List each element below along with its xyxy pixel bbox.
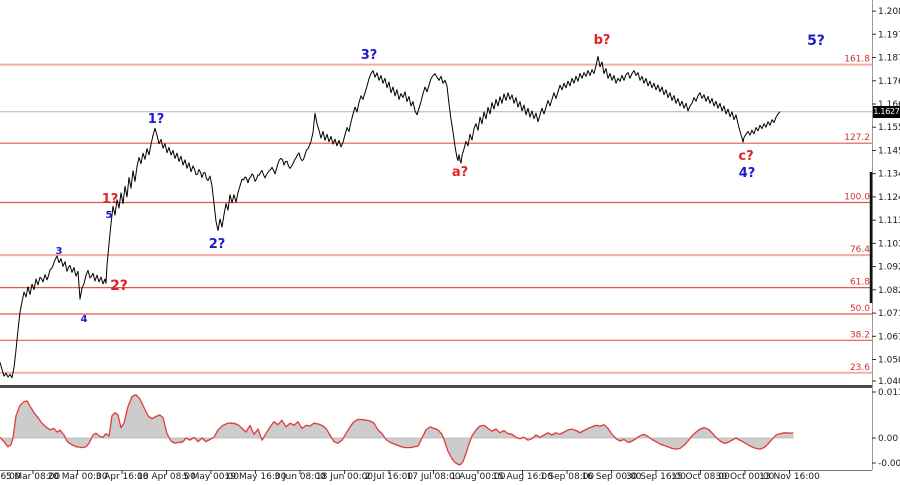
time-axis-label: 2 Jul 16:00 — [365, 472, 414, 482]
price-axis-label: 1.1557 — [878, 123, 900, 133]
price-axis-label: 1.1137 — [878, 216, 900, 226]
fib-label-61.8: 61.8 — [850, 278, 870, 288]
axis-labels: 1.2082 1.1977 1.1872 1.1767 1.1662 1.1557 1.14… — [1, 7, 900, 482]
panel-separator — [0, 385, 872, 388]
time-axis-label: 1 Aug 00:00 — [451, 472, 506, 482]
wave-label-2q-red[interactable]: 2? — [110, 278, 128, 294]
price-axis-label: 1.1032 — [878, 239, 900, 249]
price-axis-label: 1.1977 — [878, 30, 900, 40]
price-axis-label: 1.2082 — [878, 7, 900, 17]
wave-annotations[interactable]: 1? 3? 5? 2? 4? b? a? c? 1? 2? 5 3 4 — [56, 33, 825, 325]
wave-label-5-blue[interactable]: 5 — [106, 210, 113, 221]
wave-label-4q-blue[interactable]: 4? — [739, 166, 756, 181]
fib-label-23.6: 23.6 — [850, 363, 870, 373]
price-axis-label: 1.1767 — [878, 77, 900, 87]
wave-label-2q-blue[interactable]: 2? — [209, 237, 226, 252]
wave-label-1q-red[interactable]: 1? — [102, 192, 119, 207]
time-axis-label: 30 Sep 16:00 — [626, 472, 686, 482]
price-pane[interactable] — [0, 55, 872, 379]
price-axis-label: 1.0612 — [878, 332, 900, 342]
wave-label-bq-red[interactable]: b? — [594, 33, 611, 48]
wave-label-1q-blue[interactable]: 1? — [148, 112, 165, 127]
time-axis-label: 20 Mar 00:00 — [47, 472, 107, 482]
fib-label-161.8: 161.8 — [844, 55, 870, 65]
price-axis-label: 1.1452 — [878, 147, 900, 157]
time-axis-label: 30 Oct 00:00 — [716, 472, 775, 482]
price-axis-label: 1.0507 — [878, 356, 900, 366]
time-axis-label: 15 Aug 16:00 — [492, 472, 553, 482]
fibonacci-levels[interactable] — [0, 63, 872, 374]
fib-label-76.4: 76.4 — [850, 245, 870, 255]
current-price-tag: 1.1627 — [873, 106, 900, 118]
price-line — [0, 55, 781, 379]
price-axis-label: 1.1347 — [878, 170, 900, 180]
time-axis-label: 18 Apr 08:00 — [137, 472, 196, 482]
oscillator-histogram — [0, 394, 794, 466]
time-axis-label: 17 Jul 08:00 — [407, 472, 461, 482]
time-axis-label: 19 May 16:00 — [225, 472, 287, 482]
time-axis-label: 3 Apr 16:00 — [96, 472, 149, 482]
price-axis-label: 1.0822 — [878, 286, 900, 296]
fib-label-38.2: 38.2 — [850, 330, 870, 340]
time-axis-label: 18 Jun 00:00 — [316, 472, 373, 482]
oscillator-axis-label: 0.00 — [878, 434, 898, 444]
wave-label-3q-blue[interactable]: 3? — [361, 48, 378, 63]
wave-label-cq-red[interactable]: c? — [738, 149, 753, 164]
time-axis-label: 15 Oct 08:00 — [671, 472, 730, 482]
price-axis-label: 1.0717 — [878, 309, 900, 319]
oscillator-axis-label: 0.01174 — [878, 388, 900, 398]
price-axis-label: 1.0402 — [878, 377, 900, 387]
wave-label-4-blue[interactable]: 4 — [81, 314, 88, 325]
price-axis-label: 1.0927 — [878, 263, 900, 273]
fib-label-100.0: 100.0 — [844, 193, 870, 203]
price-axis-label: 1.1662 — [878, 100, 900, 110]
fib-label-127.2: 127.2 — [844, 133, 870, 143]
time-axis-label: 1 Sep 08:00 — [540, 472, 595, 482]
wave-label-3-blue[interactable]: 3 — [56, 246, 63, 257]
oscillator-axis-label: -0.00759 — [878, 459, 900, 469]
price-axis-label: 1.1242 — [878, 193, 900, 203]
time-axis-label: 13 Nov 16:00 — [759, 472, 820, 482]
wave-label-5q-blue[interactable]: 5? — [807, 33, 825, 49]
oscillator-signal-line — [0, 394, 794, 466]
time-axis-label: 16 Sep 00:00 — [581, 472, 641, 482]
time-axis-label-partial: 6:00 — [1, 472, 21, 482]
oscillator-pane[interactable] — [0, 394, 794, 466]
time-axis-label: 5 Mar 08:00 — [6, 472, 61, 482]
time-axis-label: 5 May 00:00 — [183, 472, 239, 482]
wave-label-aq-red[interactable]: a? — [452, 165, 468, 180]
fib-label-50.0: 50.0 — [850, 304, 870, 314]
price-axis-label: 1.1872 — [878, 54, 900, 64]
time-axis-label: 3 Jun 08:00 — [274, 472, 326, 482]
